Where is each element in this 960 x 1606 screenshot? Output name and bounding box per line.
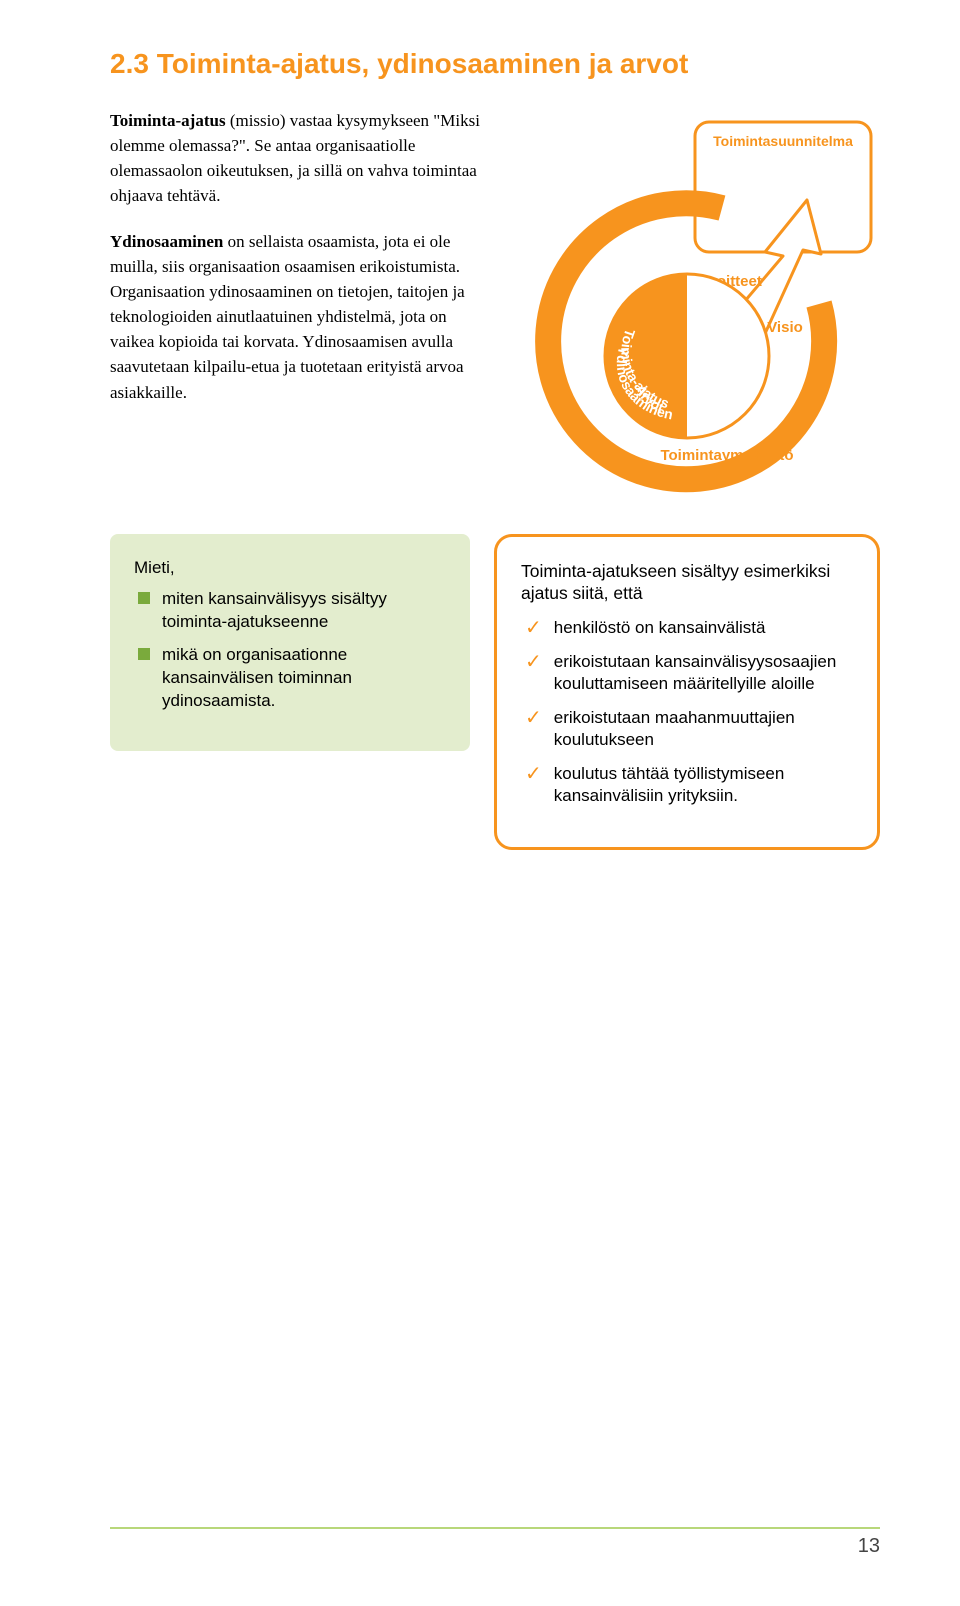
check-icon: ✓ bbox=[525, 764, 542, 807]
strategy-diagram: Toimintasuunnitelma Tavoitteet Visio bbox=[517, 116, 877, 496]
orange-item-text: erikoistutaan maahanmuuttajien koulutuks… bbox=[554, 707, 853, 751]
orange-box-item: ✓ koulutus tähtää työllistymiseen kansai… bbox=[525, 763, 853, 807]
green-item-text: miten kansainvälisyys sisältyy toiminta-… bbox=[162, 588, 446, 634]
orange-callout-box: Toiminta-ajatukseen sisältyy esimerkiksi… bbox=[494, 534, 880, 850]
square-bullet-icon bbox=[138, 592, 150, 604]
orange-item-text: erikoistutaan kansainvälisyysosaajien ko… bbox=[554, 651, 853, 695]
diagram-column: Toimintasuunnitelma Tavoitteet Visio bbox=[513, 108, 880, 496]
para2-rest: on sellaista osaamista, jota ei ole muil… bbox=[110, 232, 465, 402]
orange-item-text: koulutus tähtää työllistymiseen kansainv… bbox=[554, 763, 853, 807]
orange-box-item: ✓ erikoistutaan kansainvälisyysosaajien … bbox=[525, 651, 853, 695]
square-bullet-icon bbox=[138, 648, 150, 660]
lead-bold-1: Toiminta-ajatus bbox=[110, 111, 226, 130]
orange-box-item: ✓ henkilöstö on kansainvälistä bbox=[525, 617, 853, 639]
body-text-column: Toiminta-ajatus (missio) vastaa kysymyks… bbox=[110, 108, 485, 425]
green-box-item: mikä on organisaationne kansainvälisen t… bbox=[138, 644, 446, 713]
green-box-list: miten kansainvälisyys sisältyy toiminta-… bbox=[134, 588, 446, 713]
orange-box-list: ✓ henkilöstö on kansainvälistä ✓ erikois… bbox=[521, 617, 853, 808]
green-item-text: mikä on organisaationne kansainvälisen t… bbox=[162, 644, 446, 713]
check-icon: ✓ bbox=[525, 618, 542, 639]
two-column-layout: Toiminta-ajatus (missio) vastaa kysymyks… bbox=[110, 108, 880, 496]
page-number: 13 bbox=[858, 1535, 880, 1557]
orange-box-lead: Toiminta-ajatukseen sisältyy esimerkiksi… bbox=[521, 561, 853, 605]
diagram-vision-label: Visio bbox=[767, 319, 803, 336]
check-icon: ✓ bbox=[525, 708, 542, 751]
info-boxes-row: Mieti, miten kansainvälisyys sisältyy to… bbox=[110, 534, 880, 850]
diagram-env-label: Toimintaympäristö bbox=[660, 447, 793, 464]
section-heading: 2.3 Toiminta-ajatus, ydinosaaminen ja ar… bbox=[110, 48, 880, 80]
orange-box-item: ✓ erikoistutaan maahanmuuttajien koulutu… bbox=[525, 707, 853, 751]
green-callout-box: Mieti, miten kansainvälisyys sisältyy to… bbox=[110, 534, 470, 751]
green-box-item: miten kansainvälisyys sisältyy toiminta-… bbox=[138, 588, 446, 634]
check-icon: ✓ bbox=[525, 652, 542, 695]
page-footer: 13 bbox=[110, 1527, 880, 1558]
diagram-plan-label: Toimintasuunnitelma bbox=[713, 133, 853, 149]
orange-item-text: henkilöstö on kansainvälistä bbox=[554, 617, 766, 639]
lead-bold-2: Ydinosaaminen bbox=[110, 232, 223, 251]
paragraph-core-competence: Ydinosaaminen on sellaista osaamista, jo… bbox=[110, 229, 485, 405]
green-box-lead: Mieti, bbox=[134, 558, 446, 578]
paragraph-mission: Toiminta-ajatus (missio) vastaa kysymyks… bbox=[110, 108, 485, 209]
